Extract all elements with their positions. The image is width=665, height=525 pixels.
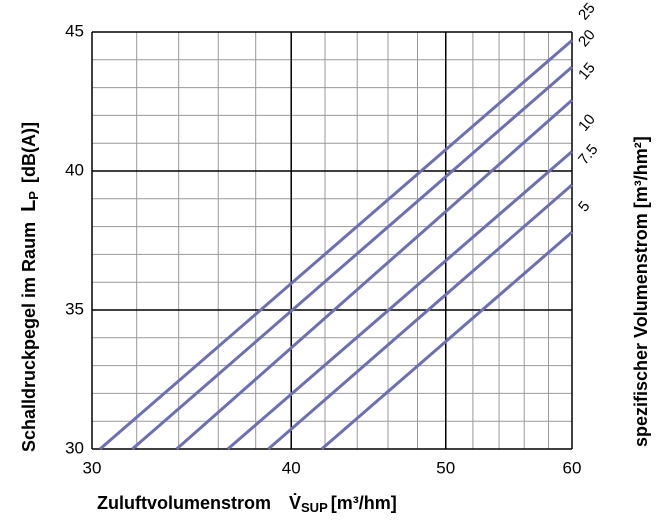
x-axis-label: Zuluftvolumenstrom V̇SUP [m³/hm]	[97, 492, 397, 515]
y-label-symbol: L	[18, 200, 40, 212]
series-label: 10	[575, 111, 599, 135]
x-label-text: Zuluftvolumenstrom	[97, 493, 271, 513]
series-label: 7.5	[575, 141, 601, 168]
y-tick-label: 45	[65, 21, 84, 40]
x-tick-label: 30	[83, 458, 102, 477]
series-line	[267, 183, 573, 451]
y-label-unit: [dB(A)]	[19, 122, 39, 183]
series-label: 20	[575, 26, 599, 50]
y-tick-label: 30	[65, 438, 84, 457]
lines	[99, 39, 573, 451]
y-axis-label: Schalldruckpegel im Raum LP [dB(A)]	[18, 122, 41, 452]
y-label-sub: P	[26, 191, 41, 200]
series-line	[320, 231, 573, 451]
series-line	[226, 150, 573, 451]
x-label-symbol: V̇	[289, 492, 301, 513]
y-tick-label: 35	[65, 299, 84, 318]
series-label: 25	[575, 0, 599, 23]
series-line	[175, 98, 573, 451]
series-label: 15	[575, 60, 599, 84]
series-line	[131, 65, 573, 451]
series-label: 5	[575, 198, 593, 215]
y2-axis-label: spezifischer Volumenstrom [m³/hm²]	[631, 136, 651, 447]
series-line	[99, 39, 573, 451]
x-tick-label: 50	[436, 458, 455, 477]
labels: 30 40 50 60 30 35 40 45 25 20 15 10 7.5 5	[65, 0, 601, 477]
y-tick-label: 40	[65, 160, 84, 179]
x-label-sub: SUP	[301, 500, 328, 515]
y-label-text: Schalldruckpegel im Raum	[19, 222, 39, 452]
x-tick-label: 60	[563, 458, 582, 477]
x-label-unit: [m³/hm]	[331, 493, 397, 513]
grid	[91, 31, 573, 450]
x-tick-label: 40	[282, 458, 301, 477]
